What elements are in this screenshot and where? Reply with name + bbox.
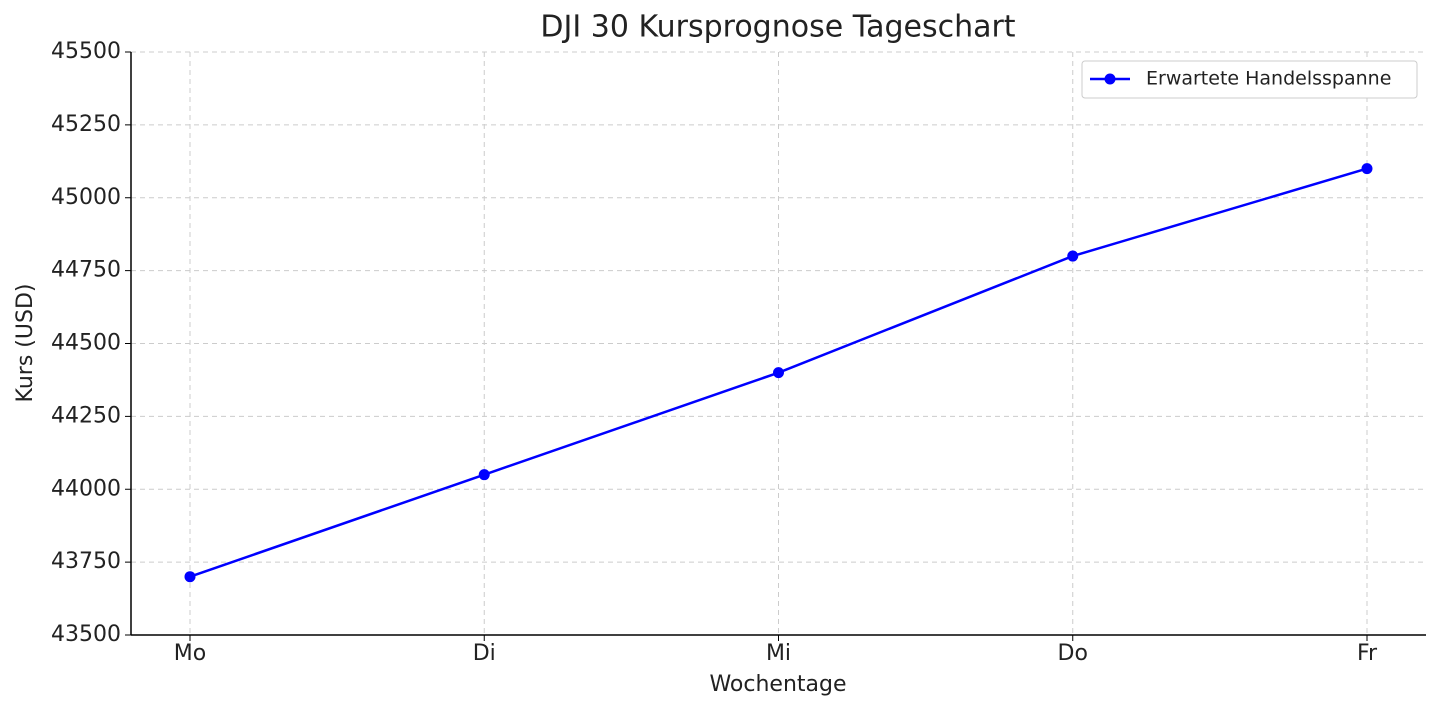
y-tick-label: 43500 bbox=[51, 622, 121, 647]
y-axis-label: Kurs (USD) bbox=[13, 284, 38, 403]
legend-label: Erwartete Handelsspanne bbox=[1146, 68, 1391, 90]
x-tick-label: Mo bbox=[174, 641, 206, 666]
y-tick-label: 45000 bbox=[51, 185, 121, 210]
grid bbox=[131, 51, 1426, 636]
y-tick-label: 44250 bbox=[51, 403, 121, 428]
chart-title: DJI 30 Kursprognose Tageschart bbox=[540, 10, 1015, 45]
point bbox=[478, 469, 490, 481]
y-tick-label: 44500 bbox=[51, 331, 121, 356]
legend: Erwartete Handelsspanne bbox=[1081, 60, 1418, 99]
legend-marker bbox=[1104, 73, 1116, 85]
y-tick-label: 44000 bbox=[51, 476, 121, 501]
marks bbox=[184, 163, 1373, 583]
x-axis-label: Wochentage bbox=[709, 672, 846, 697]
y-tick-label: 43750 bbox=[51, 549, 121, 574]
x-tick-label: Mi bbox=[766, 641, 791, 666]
x-tick-label: Fr bbox=[1357, 641, 1378, 666]
point bbox=[1361, 163, 1373, 175]
y-tick-label: 45500 bbox=[51, 39, 121, 64]
y-tick-label: 45250 bbox=[51, 112, 121, 137]
legend-box bbox=[1081, 60, 1418, 99]
x-tick-label: Di bbox=[473, 641, 496, 666]
y-tick-label: 44750 bbox=[51, 258, 121, 283]
point bbox=[773, 367, 784, 379]
x-tick-label: Do bbox=[1058, 641, 1088, 666]
point bbox=[184, 571, 196, 583]
point bbox=[1067, 250, 1079, 262]
